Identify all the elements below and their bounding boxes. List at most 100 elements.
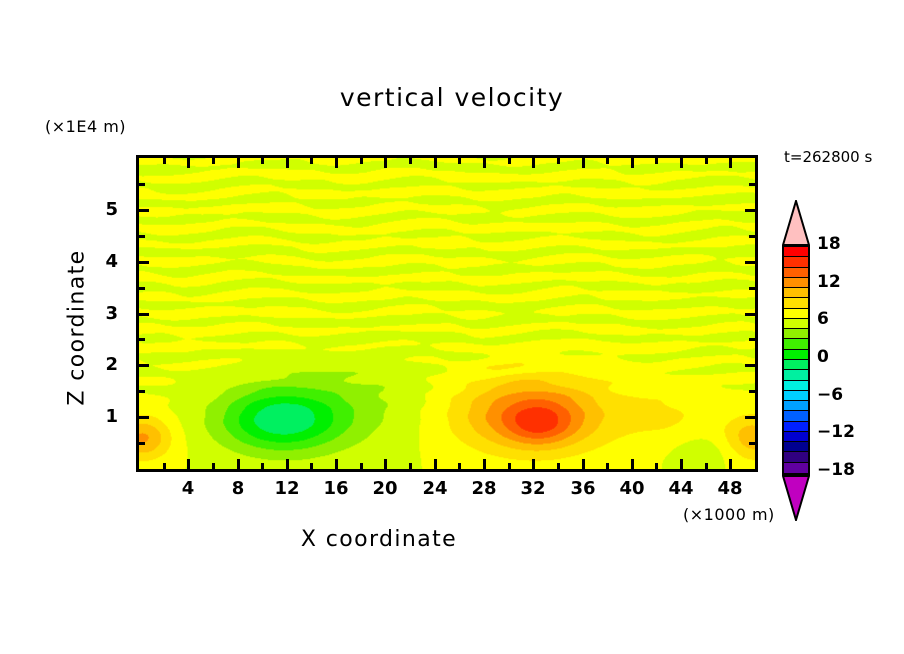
- colorbar-bands: [782, 245, 810, 475]
- x-tick-top: [237, 158, 240, 168]
- x-tick-minor: [261, 463, 264, 469]
- y-tick-right: [745, 313, 755, 316]
- x-tick-minor: [508, 463, 511, 469]
- colorbar: 18 12 6 0 −6 −12 −18: [779, 200, 889, 525]
- plot-area: [136, 155, 758, 472]
- x-tick-minor: [458, 463, 461, 469]
- colorbar-over-arrow-icon: [782, 200, 810, 246]
- x-tick-major: [286, 459, 289, 469]
- y-tick-right: [749, 442, 755, 445]
- y-tick-major: [139, 261, 149, 264]
- x-tick-top: [384, 158, 387, 168]
- y-tick-right: [749, 287, 755, 290]
- colorbar-band: [784, 308, 808, 319]
- timestamp-annotation: t=262800 s: [784, 148, 873, 166]
- y-tick-minor: [139, 235, 145, 238]
- x-tick-minor: [163, 463, 166, 469]
- x-tick-label: 24: [422, 478, 448, 499]
- colorbar-tick-label: 12: [817, 271, 841, 292]
- y-tick-label: 3: [105, 303, 118, 324]
- x-tick-top: [729, 158, 732, 168]
- colorbar-band: [784, 318, 808, 330]
- colorbar-band: [784, 298, 808, 309]
- y-tick-right: [749, 338, 755, 341]
- y-tick-label: 1: [105, 406, 118, 427]
- colorbar-band: [784, 247, 808, 258]
- y-tick-label: 2: [105, 354, 118, 375]
- colorbar-tick-label: 18: [817, 234, 841, 254]
- x-tick-top: [705, 158, 708, 164]
- x-tick-major: [384, 459, 387, 469]
- colorbar-tick-label: −12: [817, 422, 855, 443]
- colorbar-band: [784, 257, 808, 268]
- x-tick-label: 12: [274, 478, 300, 499]
- colorbar-band: [784, 390, 808, 402]
- x-tick-major: [187, 459, 190, 469]
- x-tick-top: [212, 158, 215, 164]
- colorbar-band: [784, 288, 808, 299]
- x-tick-minor: [557, 463, 560, 469]
- x-tick-top: [631, 158, 634, 168]
- x-tick-top: [310, 158, 313, 164]
- x-tick-major: [532, 459, 535, 469]
- colorbar-band: [784, 339, 808, 350]
- x-tick-label: 44: [668, 478, 694, 499]
- x-tick-label: 36: [570, 478, 596, 499]
- colorbar-band: [784, 401, 808, 412]
- x-tick-major: [483, 459, 486, 469]
- x-tick-label: 32: [520, 478, 546, 499]
- x-tick-minor: [606, 463, 609, 469]
- y-tick-major: [139, 416, 149, 419]
- x-tick-minor: [409, 463, 412, 469]
- contour-field: [139, 158, 755, 469]
- x-tick-label: 4: [181, 478, 195, 499]
- x-tick-label: 16: [323, 478, 349, 499]
- colorbar-tick-label: −6: [817, 384, 844, 405]
- y-axis-units-label: (×1E4 m): [45, 117, 127, 136]
- y-tick-right: [745, 416, 755, 419]
- y-tick-right: [749, 183, 755, 186]
- x-tick-top: [655, 158, 658, 164]
- y-tick-minor: [139, 338, 145, 341]
- x-tick-major: [434, 459, 437, 469]
- x-tick-top: [187, 158, 190, 168]
- x-tick-minor: [360, 463, 363, 469]
- colorbar-band: [784, 431, 808, 443]
- y-tick-major: [139, 313, 149, 316]
- y-tick-label: 5: [105, 199, 118, 220]
- chart-title: vertical velocity: [339, 83, 565, 112]
- y-tick-right: [745, 364, 755, 367]
- y-tick-minor: [139, 442, 145, 445]
- y-tick-right: [749, 390, 755, 393]
- x-tick-minor: [655, 463, 658, 469]
- x-tick-minor: [705, 463, 708, 469]
- colorbar-band: [784, 452, 808, 463]
- x-tick-top: [680, 158, 683, 168]
- colorbar-band: [784, 442, 808, 453]
- x-tick-top: [261, 158, 264, 164]
- y-tick-right: [745, 261, 755, 264]
- colorbar-band: [784, 421, 808, 432]
- x-tick-label: 40: [619, 478, 645, 499]
- x-tick-top: [483, 158, 486, 168]
- x-tick-major: [335, 459, 338, 469]
- colorbar-band: [784, 380, 808, 391]
- x-tick-top: [508, 158, 511, 164]
- x-axis-title: X coordinate: [300, 527, 458, 552]
- x-tick-label: 20: [372, 478, 398, 499]
- y-tick-major: [139, 364, 149, 367]
- y-tick-major: [139, 209, 149, 212]
- colorbar-tick-label: 0: [817, 347, 829, 367]
- colorbar-band: [784, 411, 808, 422]
- colorbar-band: [784, 370, 808, 381]
- colorbar-tick-label: 6: [817, 309, 829, 330]
- x-tick-minor: [310, 463, 313, 469]
- x-tick-top: [286, 158, 289, 168]
- colorbar-band: [784, 329, 808, 340]
- x-tick-top: [557, 158, 560, 164]
- y-tick-minor: [139, 183, 145, 186]
- x-tick-top: [360, 158, 363, 164]
- x-tick-top: [409, 158, 412, 164]
- x-tick-label: 8: [231, 478, 245, 499]
- colorbar-band: [784, 349, 808, 360]
